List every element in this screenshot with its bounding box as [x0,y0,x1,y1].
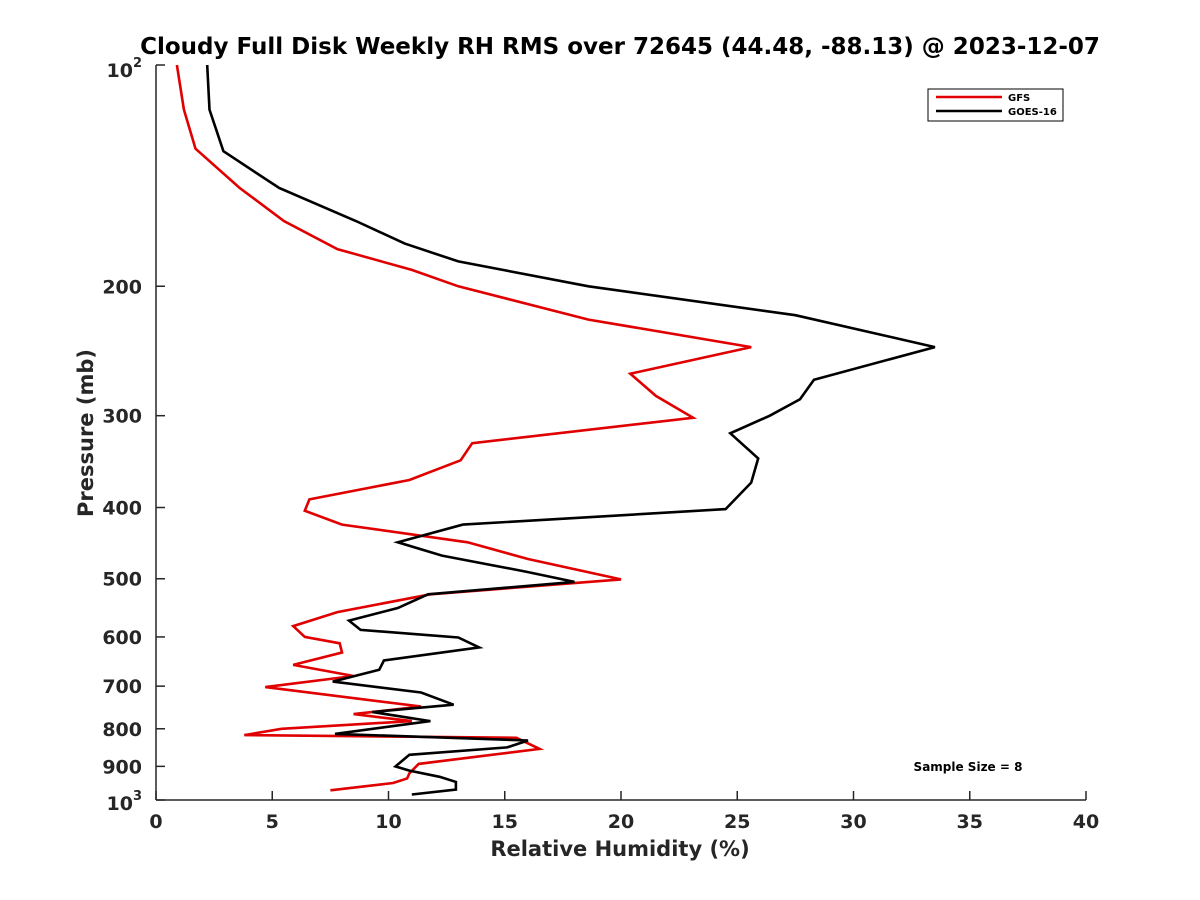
x-tick-label: 30 [840,811,866,833]
legend-label-gfs: GFS [1008,93,1030,104]
y-tick-label-bottom: 103 [107,789,143,815]
y-tick-label: 500 [102,569,142,591]
y-bottom-exponent: 3 [133,789,142,804]
y-axis-label: Pressure (mb) [74,349,98,517]
x-tick-label: 10 [375,811,401,833]
x-tick-label: 0 [149,811,162,833]
x-tick-label: 20 [608,811,634,833]
series-line-gfs [175,64,752,792]
y-tick-label: 400 [102,498,142,520]
chart-title: Cloudy Full Disk Weekly RH RMS over 7264… [140,34,1100,60]
y-tick-label: 600 [102,627,142,649]
x-tick-label: 25 [724,811,750,833]
y-top-base: 10 [107,60,133,82]
legend-label-goes16: GOES-16 [1008,107,1057,118]
x-tick-label: 15 [492,811,518,833]
x-ticks: 0 5 10 15 20 25 30 35 40 [149,791,1099,833]
y-top-exponent: 2 [133,56,142,71]
y-tick-label: 200 [102,276,142,298]
y-tick-label: 900 [102,756,142,778]
sample-size-annotation: Sample Size = 8 [914,760,1023,774]
legend: GFS GOES-16 [927,88,1064,122]
plot-lines [175,64,936,796]
y-tick-label: 800 [102,719,142,741]
x-tick-label: 5 [266,811,279,833]
x-axis-label: Relative Humidity (%) [490,837,749,861]
legend-box [927,88,1064,122]
y-ticks: 200 300 400 500 600 700 800 900 [102,64,165,801]
x-tick-label: 35 [957,811,983,833]
series-line-goes16 [205,64,936,796]
y-bottom-base: 10 [107,793,133,815]
y-tick-label-top: 102 [107,56,143,82]
y-tick-label: 700 [102,676,142,698]
y-tick-label: 300 [102,406,142,428]
x-tick-label: 40 [1073,811,1099,833]
